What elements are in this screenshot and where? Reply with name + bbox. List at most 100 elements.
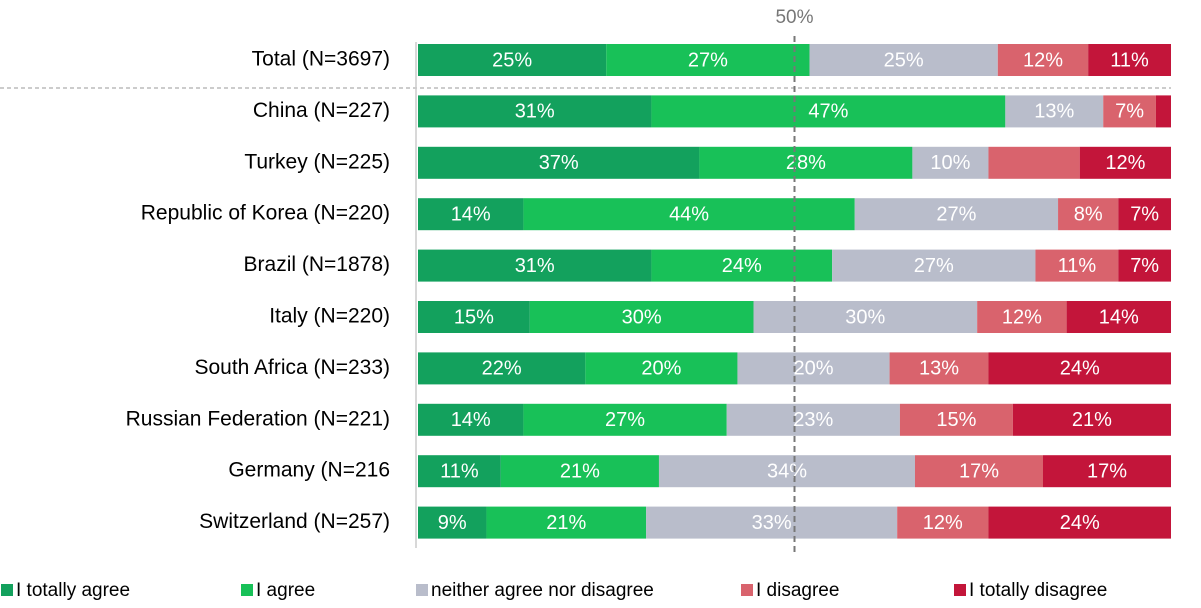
bar-segment (809, 44, 998, 76)
bar-segment (1005, 95, 1104, 128)
value-label: 21% (546, 512, 586, 534)
value-label: 21% (1072, 409, 1112, 431)
bar-segment (418, 44, 607, 76)
bar-segment (418, 352, 586, 385)
bar-segment (1079, 146, 1171, 179)
value-label: 20% (793, 358, 833, 380)
value-label: 15% (454, 306, 494, 328)
bar-segment (651, 95, 1006, 128)
bar-segment (418, 403, 524, 436)
value-label: 24% (1060, 358, 1100, 380)
bar-segment (988, 146, 1080, 179)
value-label: 33% (752, 512, 792, 534)
legend-swatch (241, 584, 253, 596)
value-label: 11% (1110, 49, 1149, 71)
value-label: 27% (936, 203, 976, 225)
value-label: 30% (845, 306, 885, 328)
bar-segment (899, 403, 1013, 436)
value-label: 12% (1023, 49, 1063, 71)
bar-segment (1042, 455, 1171, 488)
bar-segment (418, 198, 524, 231)
value-label: 21% (560, 460, 600, 482)
value-label: 23% (793, 409, 833, 431)
bar-segment (897, 506, 989, 539)
bar-segment (606, 44, 810, 76)
bar-segment (418, 95, 652, 128)
bar-segment (997, 44, 1089, 76)
value-label: 7% (1130, 203, 1159, 225)
value-label: 37% (539, 152, 579, 174)
value-label: 28% (786, 152, 826, 174)
value-label: 12% (1002, 306, 1042, 328)
bar-segment (500, 455, 659, 488)
legend-swatch (416, 584, 428, 596)
bar-segment (486, 506, 647, 539)
value-label: 31% (515, 101, 555, 123)
category-label: Brazil (N=1878) (244, 253, 390, 276)
legend-swatch (1, 584, 13, 596)
value-label: 17% (959, 460, 999, 482)
legend-label: I totally agree (16, 580, 130, 601)
bar-segment (726, 403, 900, 436)
bar-segment (651, 249, 833, 282)
legend-label: I disagree (756, 580, 839, 601)
bar-segment (699, 146, 913, 179)
bar-segment (988, 352, 1171, 385)
value-label: 13% (1034, 101, 1074, 123)
value-label: 22% (482, 358, 522, 380)
value-label: 15% (936, 409, 976, 431)
value-label: 7% (1130, 255, 1159, 277)
bar-segment (646, 506, 898, 539)
value-label: 13% (919, 358, 959, 380)
value-label: 9% (438, 512, 467, 534)
category-label: Germany (N=216 (228, 459, 390, 482)
bar-segment (977, 301, 1067, 333)
bar-segment (1066, 301, 1171, 333)
bar-segment (658, 455, 915, 488)
value-label: 12% (923, 512, 963, 534)
bar-segment (1058, 198, 1119, 231)
category-label: China (N=227) (253, 99, 390, 122)
category-label: Switzerland (N=257) (199, 510, 390, 533)
value-label: 11% (1058, 255, 1097, 277)
category-label: Turkey (N=225) (244, 150, 390, 173)
value-label: 25% (884, 49, 924, 71)
value-label: 8% (1074, 203, 1103, 225)
bar-segment (418, 249, 652, 282)
bar-segment (585, 352, 738, 385)
value-label: 24% (722, 255, 762, 277)
value-label: 34% (767, 460, 807, 482)
value-label: 10% (930, 152, 970, 174)
bar-segment (1118, 249, 1171, 282)
value-label: 27% (605, 409, 645, 431)
value-label: 14% (451, 409, 491, 431)
value-label: 14% (451, 203, 491, 225)
legend-label: I totally disagree (969, 580, 1107, 601)
value-label: 27% (914, 255, 954, 277)
legend-swatch (741, 584, 753, 596)
bar-segment (1155, 95, 1171, 128)
category-label: Russian Federation (N=221) (126, 407, 390, 430)
category-label: Republic of Korea (N=220) (141, 202, 390, 225)
value-label: 7% (1115, 101, 1144, 123)
bar-segment (737, 352, 890, 385)
bar-segment (912, 146, 989, 179)
category-label: South Africa (N=233) (194, 356, 390, 379)
bar-segment (523, 198, 855, 231)
value-label: 30% (622, 306, 662, 328)
legend-label: I agree (256, 580, 315, 601)
bar-segment (1035, 249, 1119, 282)
bar-segment (418, 146, 700, 179)
value-label: 12% (1105, 152, 1145, 174)
value-label: 24% (1060, 512, 1100, 534)
bar-segment (529, 301, 754, 333)
bar-segment (1103, 95, 1156, 128)
legend-swatch (954, 584, 966, 596)
bar-segment (854, 198, 1059, 231)
bar-segment (1012, 403, 1171, 436)
value-label: 17% (1087, 460, 1127, 482)
bar-segment (889, 352, 989, 385)
bar-segment (753, 301, 978, 333)
bar-segment (418, 301, 530, 333)
bar-segment (832, 249, 1036, 282)
